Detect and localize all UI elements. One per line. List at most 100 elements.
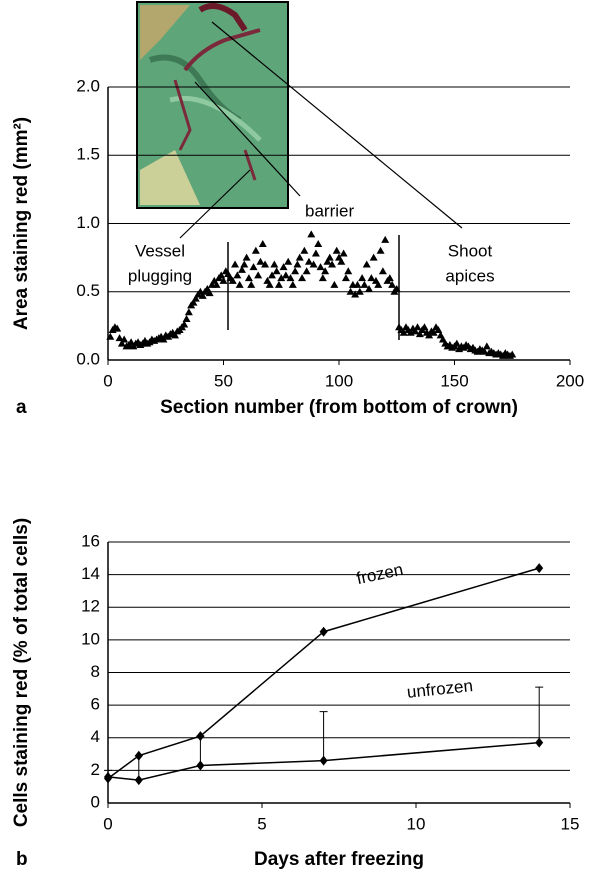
- triangle-point: [256, 257, 265, 265]
- triangle-point: [261, 260, 270, 268]
- triangle-point: [353, 280, 362, 288]
- triangle-point: [113, 324, 122, 332]
- y-tick-label: 6: [91, 695, 100, 714]
- triangle-point: [295, 253, 304, 261]
- triangle-point: [293, 260, 302, 268]
- triangle-point: [508, 350, 517, 358]
- inset-image: [136, 1, 289, 209]
- triangle-point: [284, 257, 293, 265]
- annotation: apices: [445, 266, 494, 285]
- triangle-point: [237, 265, 246, 273]
- triangle-point: [231, 260, 240, 268]
- triangle-point: [385, 274, 394, 282]
- triangle-point: [279, 263, 288, 271]
- y-tick-label: 0: [91, 792, 100, 811]
- y-tick-label: 8: [91, 662, 100, 681]
- triangle-point: [180, 320, 189, 328]
- triangle-point: [106, 332, 115, 340]
- triangle-point: [307, 230, 316, 238]
- triangle-point: [367, 274, 376, 282]
- triangle-point: [228, 276, 237, 284]
- annotation: barrier: [305, 201, 354, 220]
- triangle-point: [332, 246, 341, 254]
- triangle-point: [302, 267, 311, 275]
- triangle-point: [316, 263, 325, 271]
- triangle-point: [115, 334, 124, 342]
- triangle-point: [217, 271, 226, 279]
- y-tick-label: 0.5: [76, 281, 100, 300]
- y-tick-label: 12: [81, 597, 100, 616]
- triangle-point: [360, 280, 369, 288]
- x-tick-label: 200: [556, 371, 584, 390]
- triangle-point: [159, 335, 168, 343]
- series-label: frozen: [355, 560, 405, 588]
- triangle-point: [321, 267, 330, 275]
- triangle-point: [235, 280, 244, 288]
- triangle-point: [323, 257, 332, 265]
- triangle-point: [182, 315, 191, 323]
- triangle-point: [270, 260, 279, 268]
- annotation: plugging: [128, 266, 192, 285]
- triangle-point: [399, 328, 408, 336]
- triangle-point: [240, 260, 249, 268]
- triangle-point: [247, 280, 256, 288]
- diamond-marker: [535, 737, 544, 748]
- triangle-point: [170, 331, 179, 339]
- y-tick-label: 0.0: [76, 349, 100, 368]
- triangle-point: [277, 274, 286, 282]
- triangle-point: [325, 253, 334, 261]
- x-tick-label: 50: [214, 371, 233, 390]
- triangle-point: [258, 239, 267, 247]
- error-bar: [535, 686, 544, 743]
- x-tick-label: 150: [440, 371, 468, 390]
- triangle-point: [189, 298, 198, 306]
- barrier-lines: [227, 235, 400, 340]
- panel-label: b: [16, 849, 28, 870]
- triangle-point: [376, 246, 385, 254]
- triangle-point: [205, 289, 214, 297]
- y-axis-label: Cells staining red (% of total cells): [11, 518, 32, 827]
- triangle-point: [291, 267, 300, 275]
- diamond-marker: [319, 755, 328, 766]
- triangle-point: [339, 249, 348, 257]
- triangle-point: [233, 271, 242, 279]
- triangle-point: [355, 287, 364, 295]
- triangle-point: [300, 246, 309, 254]
- triangle-point: [309, 260, 318, 268]
- triangle-point: [452, 339, 461, 347]
- triangle-point: [365, 285, 374, 293]
- triangle-point: [362, 260, 371, 268]
- triangle-point: [117, 339, 126, 347]
- x-tick-label: 100: [325, 371, 353, 390]
- triangle-point: [298, 274, 307, 282]
- triangle-point: [413, 323, 422, 331]
- y-tick-label: 1.0: [76, 213, 100, 232]
- diamond-marker: [196, 760, 205, 771]
- triangle-point: [265, 280, 274, 288]
- error-bar: [319, 711, 328, 761]
- triangle-point: [272, 267, 281, 275]
- triangle-point: [249, 263, 258, 271]
- triangle-point: [244, 274, 253, 282]
- y-tick-label: 1.5: [76, 145, 100, 164]
- triangle-point: [191, 294, 200, 302]
- triangle-point: [392, 285, 401, 293]
- triangle-point: [328, 260, 337, 268]
- series-label: unfrozen: [406, 676, 474, 702]
- x-axis-label: Days after freezing: [254, 849, 424, 870]
- triangle-point: [381, 235, 390, 243]
- triangle-point: [341, 274, 350, 282]
- diamond-marker: [535, 563, 544, 574]
- triangle-point: [415, 330, 424, 338]
- triangle-point: [314, 239, 323, 247]
- triangle-point: [184, 308, 193, 316]
- y-tick-label: 16: [81, 531, 100, 550]
- triangle-point: [482, 342, 491, 350]
- triangle-point: [286, 274, 295, 282]
- triangle-point: [268, 271, 277, 279]
- triangle-point: [411, 327, 420, 335]
- triangle-point: [318, 274, 327, 282]
- triangle-point: [434, 325, 443, 333]
- triangle-point: [242, 253, 251, 261]
